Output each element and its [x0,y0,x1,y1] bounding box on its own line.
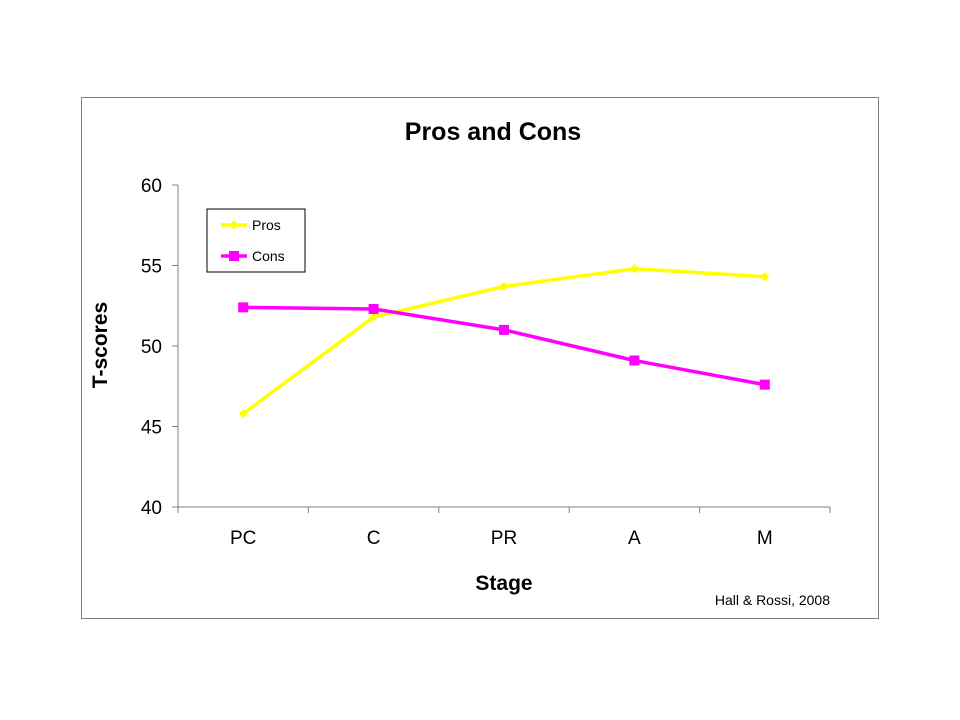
y-tick-label: 45 [141,418,162,439]
x-tick-label: PR [491,528,517,549]
data-point-cons [229,251,239,261]
legend: Pros Cons [206,208,306,273]
x-tick-label: A [628,528,641,549]
chart-canvas: Pros and Cons T-scores Stage Hall & Ross… [89,118,831,608]
data-point-pros [760,272,770,282]
y-axis-title: T-scores [89,302,112,388]
chart-frame: Pros and Cons T-scores Stage Hall & Ross… [81,97,879,619]
chart-title: Pros and Cons [405,118,581,146]
data-point-cons [759,379,770,390]
y-tick-label: 40 [141,498,162,519]
series-layer [238,264,770,419]
data-point-pros [629,264,639,274]
data-point-cons [499,324,509,335]
x-tick-label: C [367,528,381,549]
x-axis-title: Stage [475,572,532,595]
y-tick-label: 60 [141,176,162,197]
axes: 40 45 50 55 60 PC C PR A M [141,176,831,549]
x-tick-label: M [757,528,773,549]
data-point-pros [229,220,239,230]
legend-box [206,208,306,273]
legend-label-cons: Cons [252,248,285,264]
source-annotation: Hall & Rossi, 2008 [715,592,830,608]
y-tick-label: 50 [141,337,162,358]
data-point-pros [499,281,509,291]
data-point-cons [368,303,379,314]
data-point-pros [238,409,248,419]
data-point-pros [369,312,379,322]
data-point-cons [629,355,640,366]
series-line-cons [243,305,766,387]
y-tick-label: 55 [141,257,162,278]
x-tick-label: PC [230,528,256,549]
legend-label-pros: Pros [252,217,281,233]
data-point-cons [238,302,249,313]
